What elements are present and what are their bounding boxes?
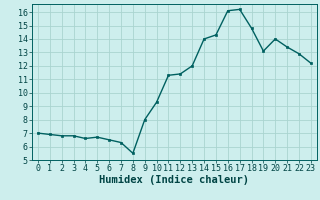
X-axis label: Humidex (Indice chaleur): Humidex (Indice chaleur) [100, 175, 249, 185]
